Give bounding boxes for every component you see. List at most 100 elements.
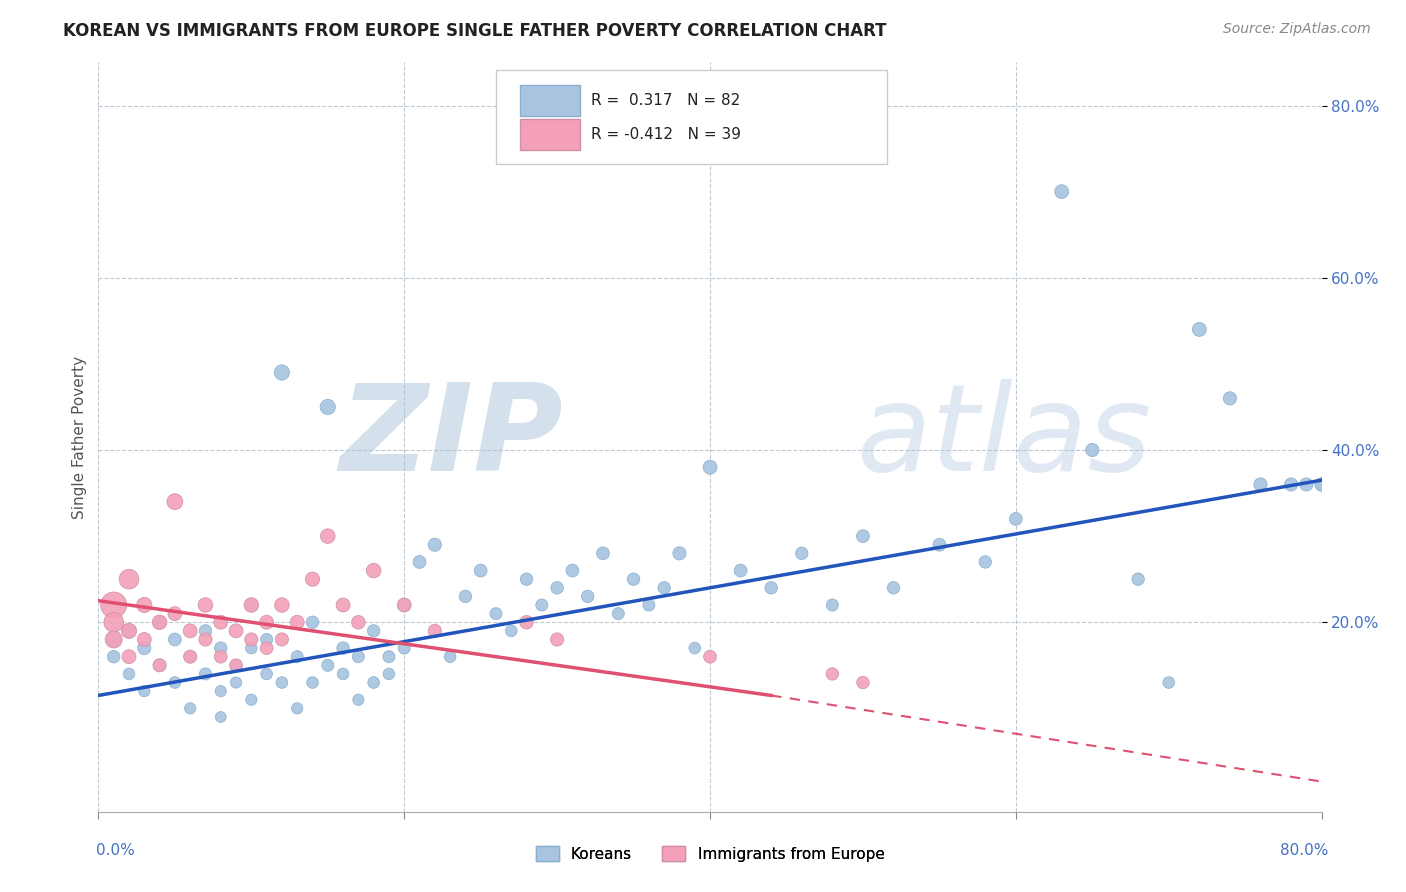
Point bbox=[1081, 442, 1104, 457]
Point bbox=[134, 632, 156, 647]
Point bbox=[561, 564, 583, 578]
Point bbox=[1310, 477, 1333, 491]
Point bbox=[852, 529, 875, 543]
Point bbox=[516, 615, 538, 630]
Point bbox=[163, 675, 186, 690]
Point bbox=[683, 641, 706, 656]
Point bbox=[668, 546, 690, 560]
Point bbox=[516, 572, 538, 586]
Point bbox=[103, 649, 125, 664]
Point bbox=[821, 598, 844, 612]
Point bbox=[209, 710, 232, 724]
Point bbox=[134, 684, 156, 698]
Point bbox=[225, 624, 247, 638]
Point bbox=[332, 667, 354, 681]
Point bbox=[392, 598, 416, 612]
Point bbox=[316, 529, 339, 543]
Point bbox=[347, 615, 370, 630]
Point bbox=[699, 649, 721, 664]
Point bbox=[149, 658, 172, 673]
Point bbox=[179, 649, 201, 664]
Point bbox=[209, 684, 232, 698]
Point bbox=[240, 641, 263, 656]
Point bbox=[378, 667, 401, 681]
Point bbox=[852, 675, 875, 690]
Point bbox=[209, 649, 232, 664]
Point bbox=[209, 615, 232, 630]
Point bbox=[240, 692, 263, 706]
Point bbox=[1310, 477, 1333, 491]
Point bbox=[103, 615, 125, 630]
Point bbox=[256, 632, 278, 647]
Point bbox=[1219, 392, 1241, 406]
Point bbox=[928, 538, 950, 552]
Point bbox=[179, 701, 201, 715]
Point bbox=[974, 555, 997, 569]
Point bbox=[623, 572, 645, 586]
Point bbox=[423, 624, 446, 638]
Point bbox=[576, 590, 599, 604]
Point bbox=[103, 632, 125, 647]
Point bbox=[821, 667, 844, 681]
Point bbox=[1128, 572, 1150, 586]
Point bbox=[118, 624, 141, 638]
Point bbox=[103, 632, 125, 647]
Point bbox=[118, 572, 141, 586]
Point bbox=[134, 641, 156, 656]
Y-axis label: Single Father Poverty: Single Father Poverty bbox=[72, 356, 87, 518]
Point bbox=[194, 667, 217, 681]
Point bbox=[637, 598, 661, 612]
Point bbox=[316, 400, 339, 414]
Point bbox=[163, 494, 186, 508]
Point bbox=[392, 641, 416, 656]
Point bbox=[363, 564, 385, 578]
Point bbox=[363, 675, 385, 690]
Point bbox=[285, 615, 308, 630]
Point bbox=[240, 598, 263, 612]
Point bbox=[225, 658, 247, 673]
Point bbox=[118, 649, 141, 664]
Point bbox=[652, 581, 675, 595]
Point bbox=[546, 581, 568, 595]
Point bbox=[163, 607, 186, 621]
Point bbox=[256, 615, 278, 630]
FancyBboxPatch shape bbox=[520, 119, 581, 150]
Point bbox=[270, 366, 292, 380]
Point bbox=[485, 607, 508, 621]
Point bbox=[1004, 512, 1026, 526]
Text: 80.0%: 80.0% bbox=[1281, 843, 1329, 858]
Point bbox=[790, 546, 813, 560]
Text: atlas: atlas bbox=[856, 378, 1152, 496]
Point bbox=[163, 632, 186, 647]
Point bbox=[378, 649, 401, 664]
Point bbox=[285, 649, 308, 664]
Point bbox=[118, 667, 141, 681]
Point bbox=[209, 641, 232, 656]
Point bbox=[607, 607, 630, 621]
Text: R =  0.317   N = 82: R = 0.317 N = 82 bbox=[592, 93, 741, 108]
Text: ZIP: ZIP bbox=[339, 378, 564, 496]
Point bbox=[225, 675, 247, 690]
Point bbox=[332, 598, 354, 612]
Point bbox=[179, 624, 201, 638]
Point bbox=[454, 590, 477, 604]
Point bbox=[194, 632, 217, 647]
Point bbox=[1249, 477, 1271, 491]
Point bbox=[1157, 675, 1180, 690]
Point bbox=[301, 675, 323, 690]
Point bbox=[270, 675, 292, 690]
Point bbox=[470, 564, 492, 578]
Point bbox=[501, 624, 523, 638]
Point bbox=[149, 615, 172, 630]
Point bbox=[530, 598, 553, 612]
FancyBboxPatch shape bbox=[520, 85, 581, 116]
Point bbox=[149, 658, 172, 673]
Point bbox=[1188, 322, 1211, 336]
Point bbox=[1295, 477, 1317, 491]
Point bbox=[256, 641, 278, 656]
Point bbox=[1050, 185, 1073, 199]
Text: KOREAN VS IMMIGRANTS FROM EUROPE SINGLE FATHER POVERTY CORRELATION CHART: KOREAN VS IMMIGRANTS FROM EUROPE SINGLE … bbox=[63, 22, 887, 40]
Text: 0.0%: 0.0% bbox=[96, 843, 135, 858]
Point bbox=[408, 555, 430, 569]
Point bbox=[316, 658, 339, 673]
